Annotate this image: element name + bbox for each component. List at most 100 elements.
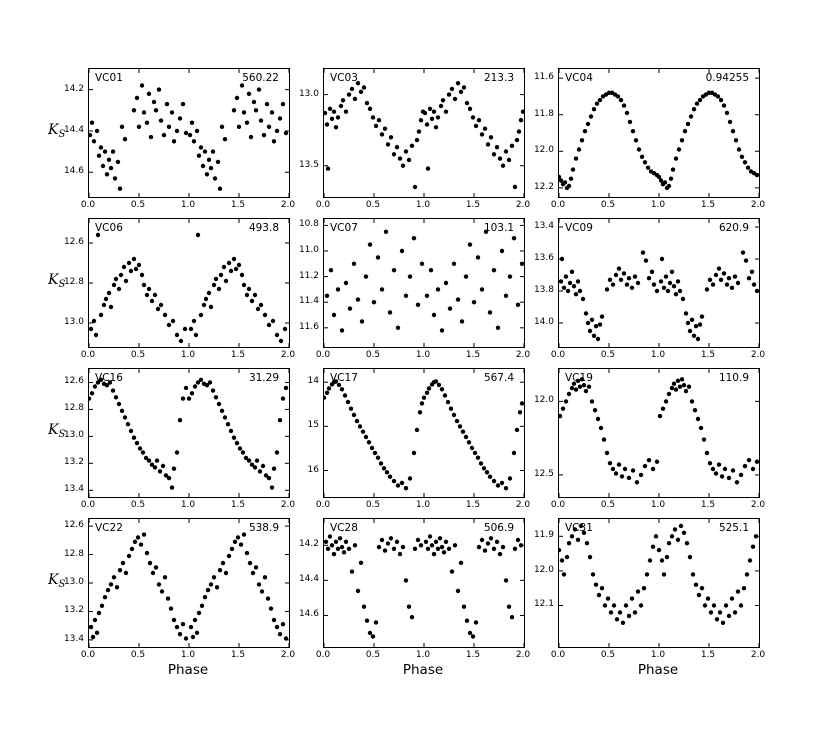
data-point bbox=[333, 379, 339, 384]
data-point bbox=[277, 418, 283, 423]
data-point bbox=[157, 469, 163, 474]
data-point bbox=[569, 269, 575, 274]
data-point bbox=[335, 287, 341, 292]
y-tick-label: 12.8 bbox=[63, 403, 84, 414]
data-point bbox=[195, 380, 201, 385]
data-point bbox=[171, 139, 177, 144]
data-point bbox=[370, 115, 376, 120]
panel-period-label: 538.9 bbox=[248, 522, 279, 534]
panel-id-label: VC31 bbox=[565, 522, 593, 534]
x-tick-label: 1.5 bbox=[700, 650, 716, 660]
data-point bbox=[112, 176, 118, 181]
data-point bbox=[431, 312, 437, 318]
y-tick-label: 11.4 bbox=[298, 296, 319, 307]
data-point bbox=[636, 147, 642, 152]
panel-id-label: VC09 bbox=[565, 222, 593, 234]
data-point bbox=[345, 399, 351, 405]
data-point bbox=[354, 418, 360, 424]
data-point bbox=[153, 565, 159, 570]
panel-id-label: VC06 bbox=[95, 222, 123, 234]
data-point bbox=[220, 560, 226, 566]
x-tick-label: 2.0 bbox=[750, 500, 766, 510]
data-point bbox=[467, 106, 473, 111]
data-point bbox=[633, 138, 639, 143]
data-point bbox=[111, 282, 117, 288]
x-tick-label: 1.5 bbox=[700, 200, 716, 210]
data-point bbox=[754, 288, 759, 294]
data-point bbox=[420, 109, 426, 114]
data-point bbox=[689, 399, 695, 404]
data-point bbox=[595, 336, 601, 342]
y-tick-label: 11.8 bbox=[533, 108, 554, 119]
data-point bbox=[379, 537, 385, 543]
data-point bbox=[361, 85, 367, 90]
y-tick-label: 14.4 bbox=[63, 124, 84, 135]
data-point bbox=[560, 406, 566, 411]
x-tick-label: 0.5 bbox=[130, 500, 146, 510]
data-point bbox=[487, 310, 493, 315]
data-point bbox=[438, 103, 444, 109]
panel-period-label: 110.9 bbox=[718, 372, 749, 384]
data-point bbox=[123, 570, 129, 576]
data-point bbox=[679, 377, 685, 382]
data-point bbox=[443, 539, 449, 544]
x-tick-label: 1.5 bbox=[465, 200, 481, 210]
data-point bbox=[433, 125, 439, 130]
data-point bbox=[640, 250, 646, 255]
data-point bbox=[699, 586, 705, 591]
panel-VC22: VC22 538.9 12.6 12.8 13.0 13.2 13.4 0.0 0.5 1.0 1.… bbox=[64, 518, 295, 660]
data-point bbox=[99, 603, 105, 608]
data-point bbox=[414, 427, 420, 433]
data-point bbox=[704, 450, 710, 456]
data-point bbox=[363, 434, 369, 440]
data-point bbox=[749, 269, 755, 274]
data-point bbox=[171, 466, 177, 471]
data-point bbox=[659, 256, 665, 262]
data-point bbox=[358, 89, 364, 94]
data-point bbox=[431, 551, 437, 557]
data-point bbox=[730, 129, 736, 134]
data-point bbox=[331, 109, 337, 114]
data-point bbox=[593, 324, 599, 329]
data-point bbox=[132, 539, 138, 544]
data-point bbox=[327, 106, 333, 111]
data-point bbox=[677, 288, 683, 294]
data-point bbox=[187, 132, 193, 138]
data-point bbox=[183, 636, 189, 641]
data-point bbox=[95, 380, 101, 385]
data-point bbox=[673, 387, 679, 392]
data-point bbox=[138, 542, 144, 547]
data-point bbox=[487, 474, 493, 479]
data-point bbox=[388, 135, 394, 140]
data-point bbox=[573, 156, 579, 161]
data-point bbox=[419, 401, 425, 406]
data-point bbox=[376, 544, 382, 550]
data-point bbox=[364, 618, 370, 623]
y-axis-label: KS bbox=[48, 272, 65, 290]
x-tick-label: 1.0 bbox=[180, 500, 196, 510]
data-point bbox=[642, 463, 648, 469]
data-point bbox=[139, 272, 145, 278]
data-point bbox=[615, 94, 621, 99]
data-point bbox=[488, 135, 494, 140]
data-point bbox=[92, 384, 98, 389]
data-point bbox=[252, 465, 258, 470]
data-point bbox=[246, 91, 252, 96]
x-tick-label: 2.0 bbox=[280, 350, 296, 360]
y-tick-label: 11.0 bbox=[298, 245, 319, 255]
x-tick-label: 0.5 bbox=[600, 350, 616, 360]
data-point bbox=[645, 165, 651, 170]
data-point bbox=[324, 110, 328, 116]
data-point bbox=[710, 466, 716, 472]
data-point bbox=[585, 121, 591, 127]
data-point bbox=[433, 539, 439, 544]
data-point bbox=[435, 287, 441, 292]
data-point bbox=[144, 292, 150, 298]
x-tick-label: 1.0 bbox=[650, 350, 666, 360]
data-point bbox=[479, 132, 485, 137]
data-point bbox=[610, 466, 616, 472]
data-point bbox=[455, 588, 461, 594]
y-axis-label-subscript: S bbox=[58, 579, 66, 590]
data-point bbox=[105, 587, 111, 593]
y-axis-label-letter: K bbox=[48, 272, 59, 288]
